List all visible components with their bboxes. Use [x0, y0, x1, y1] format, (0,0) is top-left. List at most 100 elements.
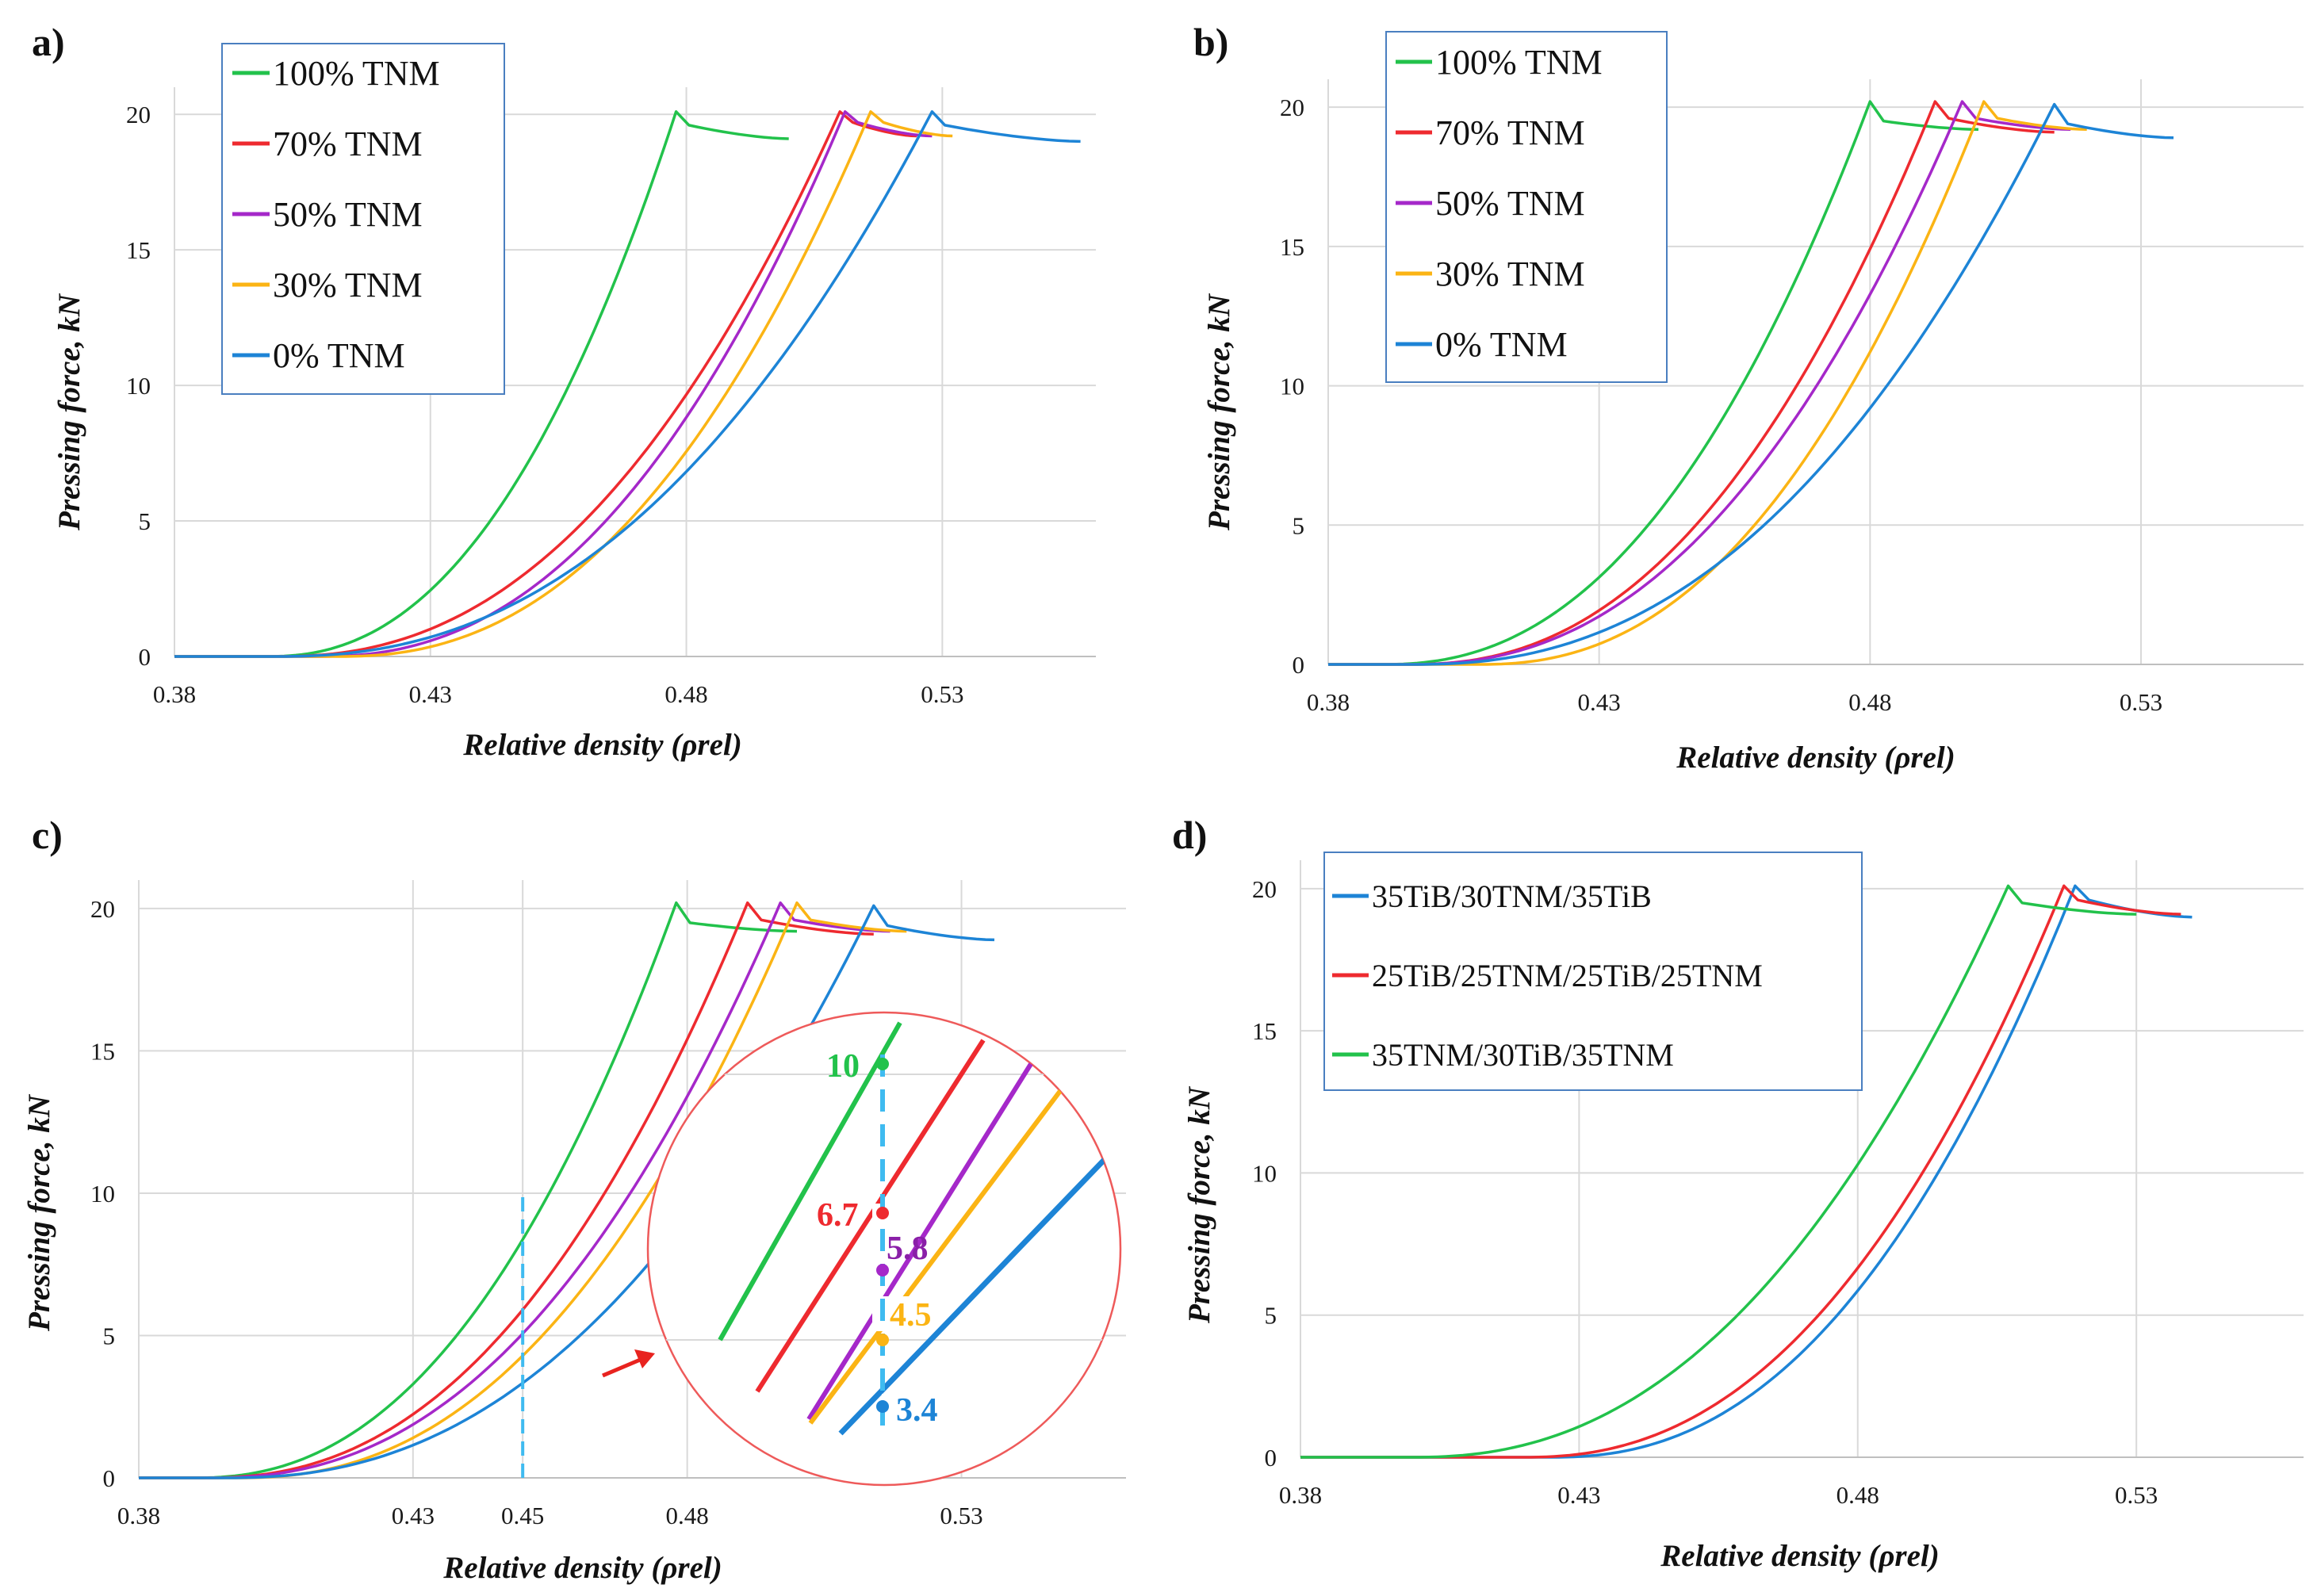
x-tick-label: 0.38	[1279, 1481, 1322, 1509]
curve-30-tnm	[174, 110, 953, 658]
legend: 35TiB/30TNM/35TiB 25TiB/25TNM/25TiB/25TN…	[1323, 852, 1863, 1091]
y-tick-label: 15	[90, 1037, 115, 1065]
curves	[1328, 100, 2174, 666]
inset-value-label: 10	[826, 1048, 860, 1085]
panel-c: c) 0.38 0.43 0.45 0.48 0.53 0 5 10 15 20 Relative…	[22, 813, 1126, 1585]
legend-label: 70% TNM	[273, 124, 423, 163]
inset-curve-50-tnm	[806, 1062, 1033, 1421]
y-tick-label: 15	[1252, 1017, 1277, 1045]
panel-label: d)	[1172, 813, 1207, 857]
arrow-shaft	[602, 1356, 645, 1378]
curves	[174, 110, 1081, 658]
y-tick-label: 0	[103, 1464, 116, 1492]
x-axis-label: Relative density (ρrel)	[1660, 1539, 1940, 1573]
curve-70-tnm	[174, 110, 917, 658]
x-tick-label: 0.48	[1848, 688, 1891, 716]
panel-label: a)	[32, 20, 65, 64]
legend-label: 70% TNM	[1435, 113, 1585, 152]
y-tick-label: 15	[126, 236, 151, 264]
tick-labels: 0.38 0.43 0.48 0.53 0 5 10 15 20	[1280, 94, 2162, 716]
panel-a: a) 0.38 0.43 0.48 0.53 0 5 10 15 20 Relative den…	[32, 20, 1096, 762]
y-tick-label: 5	[1265, 1302, 1277, 1330]
y-tick-label: 15	[1280, 233, 1304, 261]
x-tick-label: 0.48	[665, 680, 707, 708]
inset-point	[876, 1334, 889, 1346]
y-tick-label: 20	[1280, 94, 1304, 121]
inset-value-label: 6.7	[817, 1197, 859, 1234]
legend-label: 25TiB/25TNM/25TiB/25TNM	[1372, 958, 1763, 993]
curve-50-tnm	[1328, 100, 2071, 666]
x-axis-label: Relative density (ρrel)	[442, 1551, 722, 1585]
x-tick-label: 0.38	[1307, 688, 1350, 716]
y-tick-label: 20	[90, 895, 115, 923]
curve-0-tnm	[139, 904, 995, 1479]
x-tick-label: 0.43	[1578, 688, 1621, 716]
legend-label: 0% TNM	[1435, 325, 1568, 364]
legend-label: 50% TNM	[1435, 184, 1585, 223]
legend-label: 35TNM/30TiB/35TNM	[1372, 1037, 1674, 1073]
legend: 100% TNM 70% TNM 50% TNM 30% TNM 0% TNM	[1385, 31, 1668, 383]
zoom-arrow	[602, 1349, 655, 1378]
panel-label: b)	[1193, 20, 1228, 64]
inset-point	[876, 1264, 889, 1276]
y-axis-label: Pressing force, kN	[52, 293, 86, 531]
x-tick-label: 0.43	[392, 1502, 435, 1529]
curve-35tib-30tnm-35tib	[1300, 884, 2193, 1459]
legend-box	[1323, 852, 1863, 1091]
y-tick-label: 5	[1293, 511, 1305, 539]
inset-curve-30-tnm	[808, 1086, 1065, 1425]
legend-box	[1385, 31, 1668, 383]
legend-label: 30% TNM	[273, 266, 423, 304]
y-tick-label: 20	[1252, 875, 1277, 903]
legend-box	[221, 43, 505, 395]
tick-labels: 0.38 0.43 0.45 0.48 0.53 0 5 10 15 20	[90, 895, 983, 1529]
y-tick-label: 0	[139, 643, 151, 671]
tick-labels: 0.38 0.43 0.48 0.53 0 5 10 15 20	[126, 101, 963, 708]
panel-d: d) 0.38 0.43 0.48 0.53 0 5 10 15 20 Relative den…	[1172, 813, 2304, 1573]
x-axis-label: Relative density (ρrel)	[462, 728, 742, 762]
panel-b: b) 0.38 0.43 0.48 0.53 0 5 10 15 20 Relative den…	[1193, 20, 2304, 775]
y-tick-label: 5	[103, 1322, 116, 1349]
x-tick-label: 0.38	[117, 1502, 160, 1529]
curve-30-tnm	[1328, 100, 2087, 666]
inset-curve-100-tnm	[718, 1021, 902, 1341]
curves	[139, 901, 995, 1479]
curve-25tib-25tnm-25tib-25tnm	[1300, 884, 2181, 1459]
x-tick-label: 0.43	[409, 680, 452, 708]
legend-label: 100% TNM	[1435, 43, 1603, 82]
tick-labels: 0.38 0.43 0.48 0.53 0 5 10 15 20	[1252, 875, 2158, 1509]
curve-0-tnm	[174, 110, 1081, 658]
inset-curve-0-tnm	[838, 1151, 1113, 1436]
curve-100-tnm	[1328, 100, 1979, 666]
x-tick-label: 0.48	[666, 1502, 709, 1529]
inset-label-bg	[882, 1394, 937, 1429]
curve-35tnm-30tib-35tnm	[1300, 884, 2137, 1459]
x-axis-label: Relative density (ρrel)	[1676, 741, 1955, 775]
y-axis-label: Pressing force, kN	[22, 1093, 56, 1332]
x-tick-label: 0.53	[940, 1502, 982, 1529]
panel-label: c)	[32, 813, 63, 857]
x-tick-label: 0.53	[2115, 1481, 2158, 1509]
inset-point	[876, 1400, 889, 1413]
curve-0-tnm	[1328, 102, 2174, 666]
legend: 100% TNM 70% TNM 50% TNM 30% TNM 0% TNM	[221, 43, 505, 395]
x-tick-label: 0.48	[1837, 1481, 1879, 1509]
curve-100-tnm	[174, 110, 789, 658]
y-tick-label: 20	[126, 101, 151, 128]
x-tick-label: 0.43	[1557, 1481, 1600, 1509]
legend-label: 0% TNM	[273, 336, 405, 375]
inset-value-label: 5.8	[887, 1230, 929, 1267]
y-tick-label: 10	[90, 1180, 115, 1208]
inset-value-label: 3.4	[896, 1392, 938, 1429]
grid	[1327, 79, 2304, 665]
y-tick-label: 0	[1293, 651, 1305, 679]
x-tick-label: 0.53	[2120, 688, 2162, 716]
y-tick-label: 10	[126, 372, 151, 400]
legend-label: 100% TNM	[273, 54, 440, 93]
curve-50-tnm	[174, 110, 933, 658]
inset-value-label: 4.5	[890, 1297, 932, 1334]
inset-curve-70-tnm	[755, 1039, 986, 1393]
x-tick-label: 0.53	[921, 680, 963, 708]
y-tick-label: 5	[139, 507, 151, 535]
